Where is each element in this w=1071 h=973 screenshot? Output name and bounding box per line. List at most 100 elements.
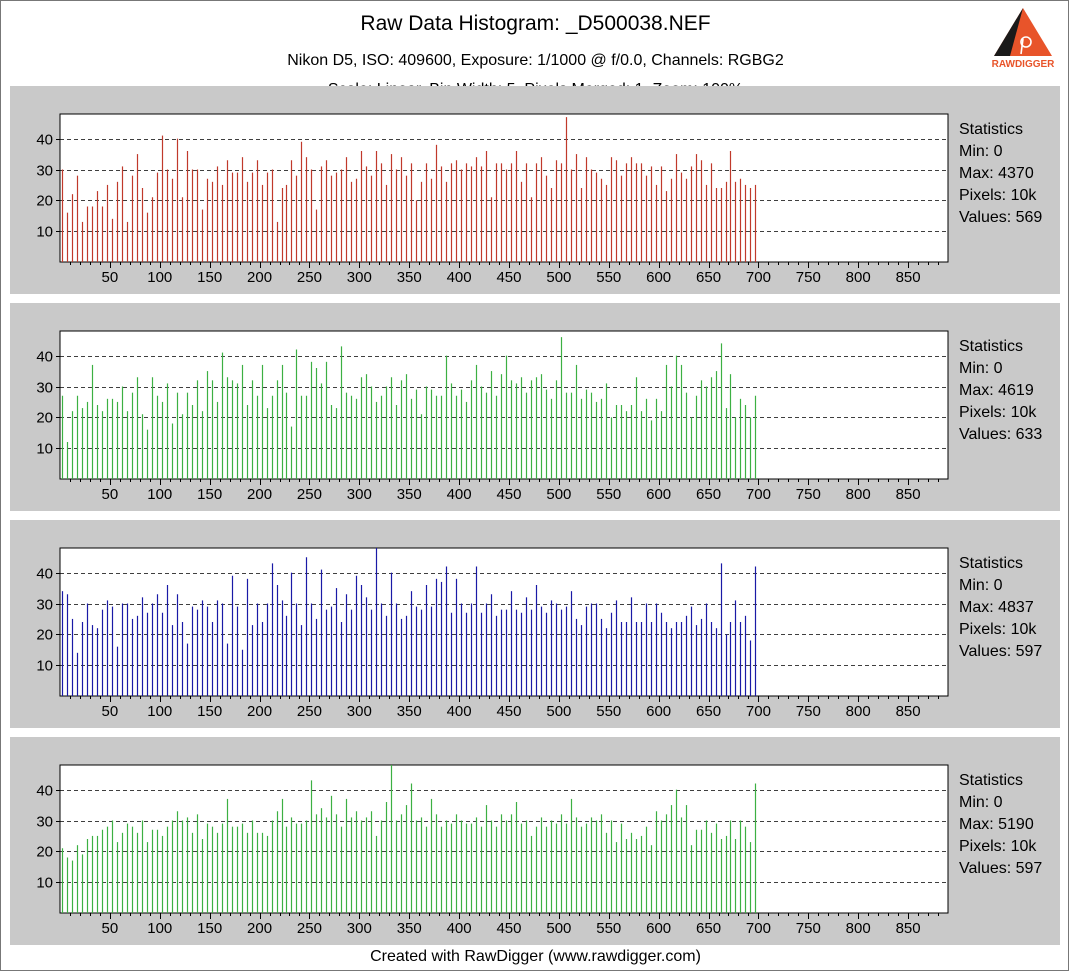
x-tick-label: 800 <box>846 269 871 286</box>
x-tick-label: 300 <box>347 486 372 503</box>
x-tick-label: 500 <box>546 269 571 286</box>
stat-values: Values: 597 <box>959 643 1043 660</box>
stat-values: Values: 633 <box>959 426 1043 443</box>
x-tick-label: 100 <box>147 920 172 937</box>
x-tick-label: 800 <box>846 703 871 720</box>
page-subtitle-secondary: Scale: Linear, Bin Width: 5, Pixels Merg… <box>0 80 1071 89</box>
x-tick-label: 350 <box>397 920 422 937</box>
statistics-heading: Statistics <box>959 772 1024 789</box>
x-tick-label: 350 <box>397 269 422 286</box>
x-tick-label: 650 <box>696 486 721 503</box>
x-tick-label: 800 <box>846 486 871 503</box>
x-tick-label: 650 <box>696 269 721 286</box>
x-tick-label: 200 <box>247 486 272 503</box>
x-tick-label: 650 <box>696 703 721 720</box>
x-tick-label: 600 <box>646 486 671 503</box>
x-tick-label: 400 <box>447 703 472 720</box>
x-tick-label: 850 <box>896 269 921 286</box>
x-tick-label: 850 <box>896 703 921 720</box>
x-tick-label: 250 <box>297 920 322 937</box>
x-tick-label: 50 <box>102 269 119 286</box>
y-tick-label: 30 <box>36 380 53 397</box>
x-tick-label: 700 <box>746 486 771 503</box>
y-tick-label: 40 <box>36 783 53 800</box>
histogram-chart-r: 10 20 30 40 50 100 150 200 250 300 350 400 450 500 550… <box>36 113 949 286</box>
page-subtitle: Nikon D5, ISO: 409600, Exposure: 1/1000 … <box>287 52 784 69</box>
x-tick-label: 300 <box>347 920 372 937</box>
histogram-chart-b: 10 20 30 40 50 100 150 200 250 300 350 400 450 500 550… <box>36 547 949 720</box>
x-tick-label: 550 <box>596 486 621 503</box>
statistics-heading: Statistics <box>959 555 1024 572</box>
stat-max: Max: 5190 <box>959 816 1034 833</box>
x-tick-label: 750 <box>796 703 821 720</box>
x-tick-label: 850 <box>896 486 921 503</box>
statistics-box-g2: Statistics Min: 0 Max: 5190 Pixels: 10k … <box>959 770 1042 880</box>
x-tick-label: 150 <box>197 703 222 720</box>
x-tick-label: 300 <box>347 703 372 720</box>
stat-min: Min: 0 <box>959 143 1003 160</box>
rawdigger-logo: RAWDIGGER <box>990 6 1056 70</box>
x-tick-label: 600 <box>646 703 671 720</box>
x-tick-label: 200 <box>247 920 272 937</box>
histogram-panel-b: 10 20 30 40 50 100 150 200 250 300 350 400 450 500 550… <box>10 520 1060 728</box>
x-tick-label: 50 <box>102 920 119 937</box>
stat-values: Values: 569 <box>959 209 1043 226</box>
y-tick-label: 30 <box>36 814 53 831</box>
statistics-heading: Statistics <box>959 121 1024 138</box>
plot-area <box>59 764 949 914</box>
x-tick-label: 450 <box>496 486 521 503</box>
stat-max: Max: 4370 <box>959 165 1034 182</box>
x-tick-label: 150 <box>197 269 222 286</box>
x-tick-label: 150 <box>197 920 222 937</box>
stat-pixels: Pixels: 10k <box>959 838 1037 855</box>
x-tick-label: 250 <box>297 703 322 720</box>
x-tick-label: 400 <box>447 486 472 503</box>
stat-pixels: Pixels: 10k <box>959 404 1037 421</box>
y-tick-label: 40 <box>36 349 53 366</box>
x-tick-label: 550 <box>596 269 621 286</box>
logo-wordmark: RAWDIGGER <box>992 59 1056 70</box>
y-tick-label: 40 <box>36 566 53 583</box>
stat-max: Max: 4619 <box>959 382 1034 399</box>
x-tick-label: 550 <box>596 703 621 720</box>
statistics-box-b: Statistics Min: 0 Max: 4837 Pixels: 10k … <box>959 553 1042 663</box>
y-tick-label: 30 <box>36 163 53 180</box>
x-tick-label: 450 <box>496 269 521 286</box>
histogram-panel-g: 10 20 30 40 50 100 150 200 250 300 350 400 450 500 550… <box>10 303 1060 511</box>
x-tick-label: 750 <box>796 269 821 286</box>
stat-pixels: Pixels: 10k <box>959 621 1037 638</box>
page-title: Raw Data Histogram: _D500038.NEF <box>360 12 711 35</box>
plot-area <box>59 330 949 480</box>
x-tick-label: 100 <box>147 486 172 503</box>
x-tick-label: 350 <box>397 486 422 503</box>
x-tick-label: 450 <box>496 703 521 720</box>
histogram-panel-g2: 10 20 30 40 50 100 150 200 250 300 350 400 450 500 550… <box>10 737 1060 945</box>
x-tick-label: 600 <box>646 920 671 937</box>
x-tick-label: 600 <box>646 269 671 286</box>
x-tick-label: 750 <box>796 486 821 503</box>
y-tick-label: 20 <box>36 193 53 210</box>
x-tick-label: 100 <box>147 703 172 720</box>
x-tick-label: 250 <box>297 486 322 503</box>
y-tick-label: 40 <box>36 132 53 149</box>
y-tick-label: 30 <box>36 597 53 614</box>
y-tick-label: 20 <box>36 410 53 427</box>
x-tick-label: 100 <box>147 269 172 286</box>
x-tick-label: 500 <box>546 486 571 503</box>
x-tick-label: 500 <box>546 703 571 720</box>
histogram-panel-r: 10 20 30 40 50 100 150 200 250 300 350 400 450 500 550… <box>10 86 1060 294</box>
y-tick-label: 10 <box>36 875 53 892</box>
x-tick-label: 650 <box>696 920 721 937</box>
x-tick-label: 200 <box>247 269 272 286</box>
x-tick-label: 700 <box>746 703 771 720</box>
x-tick-label: 400 <box>447 920 472 937</box>
x-tick-label: 50 <box>102 703 119 720</box>
x-tick-label: 700 <box>746 920 771 937</box>
stat-max: Max: 4837 <box>959 599 1034 616</box>
x-tick-label: 200 <box>247 703 272 720</box>
y-tick-label: 10 <box>36 658 53 675</box>
footer-credit: Created with RawDigger (www.rawdigger.co… <box>370 948 701 965</box>
histogram-chart-g: 10 20 30 40 50 100 150 200 250 300 350 400 450 500 550… <box>36 330 949 503</box>
x-tick-label: 700 <box>746 269 771 286</box>
